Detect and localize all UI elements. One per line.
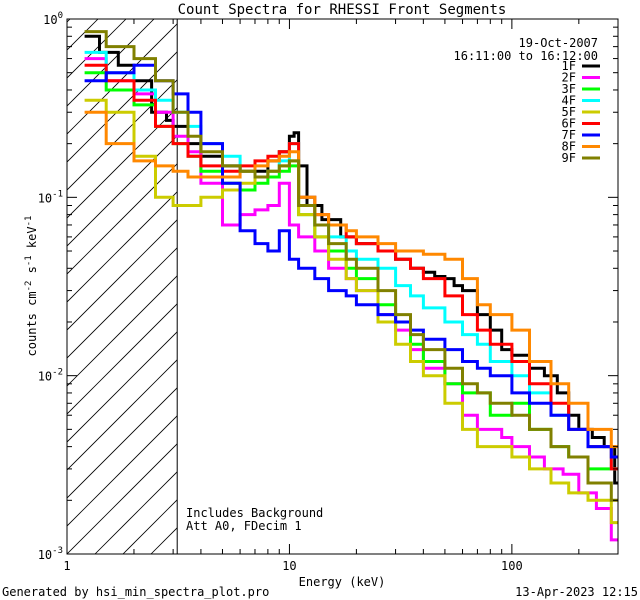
legend-label-4F: 4F: [562, 94, 576, 108]
hatched-region: [67, 19, 178, 554]
series-lines: [84, 30, 618, 542]
annotation-background: Includes Background: [186, 506, 323, 520]
series-9F-line: [84, 30, 618, 502]
axis-ticks: 1 10 100 10-3 10-2 10-1 100: [38, 11, 619, 573]
footer-timestamp: 13-Apr-2023 12:15: [515, 585, 638, 599]
y-tick-label: 10-3: [38, 546, 63, 562]
legend-label-3F: 3F: [562, 82, 576, 96]
y-tick-label: 100: [43, 11, 63, 27]
legend-label-6F: 6F: [562, 117, 576, 131]
footer-generated-by: Generated by hsi_min_spectra_plot.pro: [2, 585, 269, 599]
series-8F-line: [84, 110, 618, 449]
annotation-attenuator: Att A0, FDecim 1: [186, 519, 302, 533]
legend-label-9F: 9F: [562, 151, 576, 165]
series-7F-line: [84, 63, 618, 459]
x-axis-label: Energy (keV): [299, 575, 386, 589]
legend-label-7F: 7F: [562, 128, 576, 142]
series-5F-line: [84, 98, 618, 525]
x-tick-label: 100: [501, 559, 523, 573]
legend-label-5F: 5F: [562, 105, 576, 119]
legend-label-1F: 1F: [562, 59, 576, 73]
plot-frame: [66, 18, 619, 555]
y-tick-label: 10-2: [38, 368, 63, 384]
legend-label-8F: 8F: [562, 140, 576, 154]
y-tick-label: 10-1: [38, 189, 63, 205]
time-range-label: 16:11:00 to 16:12:00: [454, 49, 599, 63]
date-label: 19-Oct-2007: [519, 36, 598, 50]
x-tick-label: 1: [63, 559, 70, 573]
x-tick-label: 10: [282, 559, 296, 573]
chart-title: Count Spectra for RHESSI Front Segments: [178, 2, 507, 18]
y-axis-label: counts cm-2 s-1 keV-1: [24, 216, 39, 357]
series-3F-line: [84, 71, 618, 471]
legend-label-2F: 2F: [562, 71, 576, 85]
